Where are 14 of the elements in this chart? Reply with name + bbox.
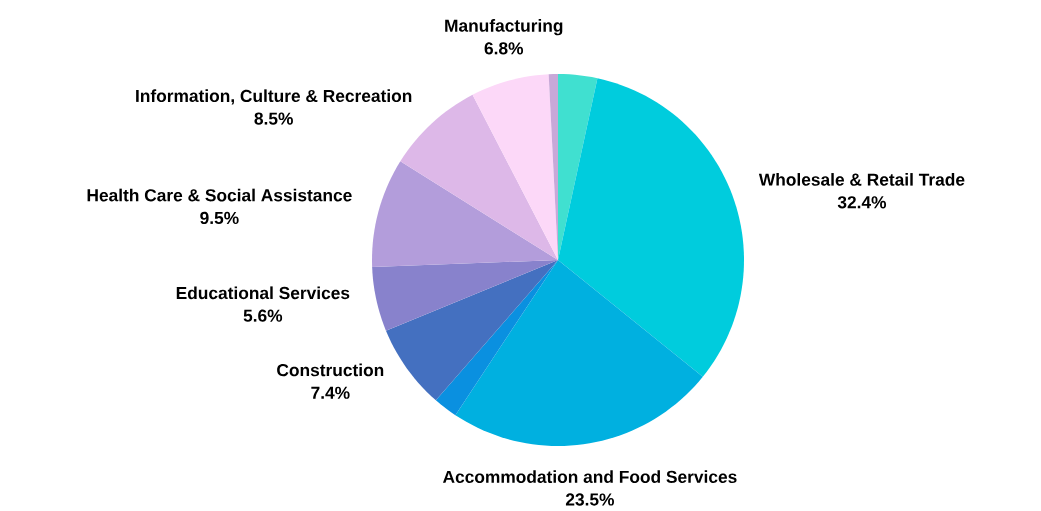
slice-label: Manufacturing <box>445 19 563 36</box>
data-label: 5.6% <box>243 309 283 322</box>
data-label: 7.4% <box>311 386 350 399</box>
slice-label: Wholesale & Retail Trade <box>758 173 965 186</box>
slice-label: Information, Culture & Recreation <box>136 89 412 105</box>
data-label: 9.5% <box>200 211 239 225</box>
data-label: 8.5% <box>254 112 293 125</box>
data-label: 6.8% <box>484 42 524 55</box>
data-label: 23.5% <box>565 493 615 506</box>
slice-label: Construction <box>277 363 384 377</box>
slice-label: Health Care & Social Assistance <box>87 188 352 202</box>
data-label: 32.4% <box>837 196 887 209</box>
slice-label: Accommodation and Food Services <box>442 470 737 483</box>
slice-label: Educational Services <box>176 286 350 300</box>
